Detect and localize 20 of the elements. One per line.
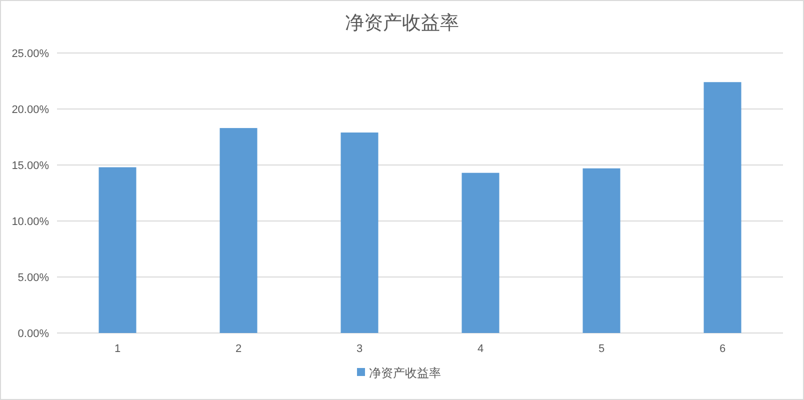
bar [340, 132, 378, 333]
bar [704, 82, 742, 333]
y-tick-label: 15.00% [12, 160, 50, 172]
x-tick-label: 1 [114, 343, 121, 355]
y-tick-label: 5.00% [18, 272, 50, 284]
x-tick-label: 4 [477, 343, 484, 355]
x-tick-label: 5 [598, 343, 605, 355]
bar [220, 128, 258, 333]
chart-title: 净资产收益率 [345, 12, 459, 34]
bar [98, 167, 136, 333]
bar [582, 168, 620, 333]
y-tick-label: 0.00% [18, 328, 50, 340]
bar [462, 172, 500, 333]
y-tick-label: 10.00% [12, 216, 50, 228]
legend-label: 净资产收益率 [369, 366, 441, 380]
x-tick-label: 2 [235, 343, 242, 355]
y-tick-label: 25.00% [12, 48, 50, 60]
x-tick-label: 6 [719, 343, 726, 355]
y-tick-label: 20.00% [12, 104, 50, 116]
x-tick-label: 3 [356, 343, 363, 355]
